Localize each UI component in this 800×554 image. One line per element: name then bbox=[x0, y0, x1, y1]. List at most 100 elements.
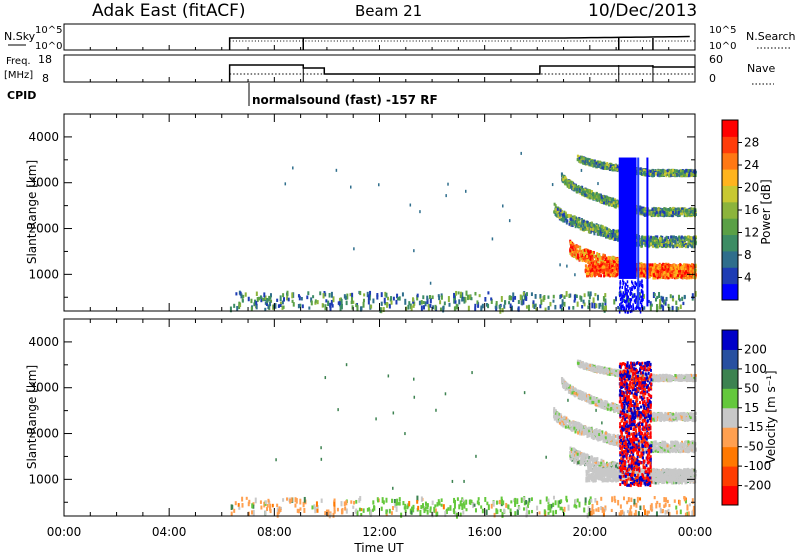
ground-scatter-echo bbox=[677, 264, 680, 268]
arc-echo bbox=[640, 206, 643, 210]
arc-echo bbox=[694, 235, 697, 239]
ground-scatter-echo bbox=[594, 262, 597, 266]
near-range-echo bbox=[470, 297, 473, 301]
stripe-echo bbox=[629, 287, 631, 291]
arc-echo bbox=[644, 243, 647, 247]
near-range-echo bbox=[404, 298, 407, 305]
arc-echo bbox=[690, 237, 693, 241]
ground-scatter-echo bbox=[687, 269, 690, 273]
arc-echo bbox=[639, 242, 642, 246]
arc-echo bbox=[593, 163, 596, 167]
ground-scatter-echo bbox=[609, 269, 612, 273]
ground-scatter-echo bbox=[616, 263, 619, 267]
arc-echo bbox=[642, 238, 645, 242]
ground-scatter-echo bbox=[588, 267, 591, 271]
arc-echo bbox=[649, 169, 652, 173]
stripe-echo bbox=[637, 305, 639, 309]
near-range-echo bbox=[622, 298, 625, 303]
arc-echo bbox=[681, 242, 684, 246]
arc-echo bbox=[612, 237, 615, 241]
arc-echo bbox=[676, 209, 679, 213]
arc-echo bbox=[598, 160, 601, 164]
arc-echo bbox=[676, 276, 679, 280]
arc-echo bbox=[598, 197, 601, 201]
near-range-echo bbox=[677, 294, 680, 301]
arc-echo bbox=[644, 207, 647, 211]
near-range-echo bbox=[691, 293, 694, 299]
arc-echo bbox=[594, 194, 597, 198]
near-range-echo bbox=[572, 305, 575, 310]
arc-echo bbox=[650, 213, 653, 217]
stripe-echo bbox=[620, 307, 623, 311]
near-range-echo bbox=[321, 303, 324, 308]
sparse-echo bbox=[508, 219, 511, 223]
near-range-echo bbox=[573, 299, 576, 303]
near-range-echo bbox=[338, 301, 341, 307]
arc-echo bbox=[615, 261, 618, 265]
near-range-echo bbox=[384, 291, 387, 297]
ground-scatter-echo bbox=[648, 270, 651, 274]
arc-echo bbox=[587, 195, 590, 199]
near-range-echo bbox=[547, 306, 550, 310]
near-range-echo bbox=[525, 305, 528, 309]
arc-echo bbox=[671, 239, 674, 243]
near-range-echo bbox=[429, 303, 432, 308]
arc-echo bbox=[608, 256, 611, 260]
near-range-echo bbox=[494, 305, 497, 309]
arc-echo bbox=[673, 239, 676, 243]
arc-echo bbox=[616, 166, 619, 170]
arc-echo bbox=[604, 167, 607, 171]
near-range-echo bbox=[519, 294, 522, 301]
arc-echo bbox=[581, 259, 584, 263]
arc-echo bbox=[681, 169, 684, 173]
near-range-echo bbox=[682, 301, 685, 306]
ground-scatter-echo bbox=[585, 266, 588, 270]
near-range-echo bbox=[338, 297, 341, 302]
arc-echo bbox=[584, 159, 587, 163]
arc-echo bbox=[665, 174, 668, 178]
arc-echo bbox=[664, 238, 667, 242]
arc-echo bbox=[604, 227, 607, 231]
arc-echo bbox=[657, 242, 660, 246]
arc-echo bbox=[694, 263, 697, 267]
arc-echo bbox=[588, 250, 591, 254]
near-range-echo bbox=[383, 297, 386, 304]
near-range-echo bbox=[279, 295, 282, 302]
near-range-echo bbox=[512, 292, 515, 298]
ground-scatter-echo bbox=[664, 272, 667, 276]
near-range-echo bbox=[466, 294, 469, 301]
ground-scatter-echo bbox=[649, 273, 652, 277]
ground-scatter-echo bbox=[642, 263, 645, 267]
arc-echo bbox=[671, 275, 674, 279]
near-range-echo bbox=[544, 307, 547, 311]
arc-echo bbox=[687, 213, 690, 217]
ground-scatter-echo bbox=[636, 271, 639, 275]
arc-echo bbox=[603, 254, 606, 258]
arc-echo bbox=[599, 230, 602, 234]
arc-echo bbox=[564, 179, 567, 183]
arc-echo bbox=[662, 171, 665, 175]
arc-echo bbox=[675, 236, 678, 240]
arc-echo bbox=[581, 249, 584, 253]
near-range-echo bbox=[422, 295, 425, 300]
arc-echo bbox=[656, 238, 659, 242]
ground-scatter-echo bbox=[596, 263, 599, 267]
ground-scatter-echo bbox=[661, 267, 664, 271]
near-range-echo bbox=[573, 294, 576, 299]
arc-echo bbox=[635, 167, 638, 171]
arc-echo bbox=[565, 221, 568, 225]
near-range-echo bbox=[281, 305, 284, 310]
ground-scatter-echo bbox=[656, 269, 659, 273]
near-range-echo bbox=[287, 297, 290, 302]
near-range-echo bbox=[286, 290, 289, 297]
near-range-echo bbox=[427, 304, 430, 311]
near-range-echo bbox=[340, 303, 343, 310]
near-range-echo bbox=[255, 303, 258, 310]
stripe-echo bbox=[624, 282, 627, 286]
arc-echo bbox=[655, 207, 658, 211]
near-range-echo bbox=[525, 293, 528, 300]
stripe-echo bbox=[626, 280, 629, 284]
near-range-echo bbox=[478, 294, 481, 298]
ground-scatter-echo bbox=[657, 264, 660, 268]
arc-echo bbox=[647, 209, 650, 213]
